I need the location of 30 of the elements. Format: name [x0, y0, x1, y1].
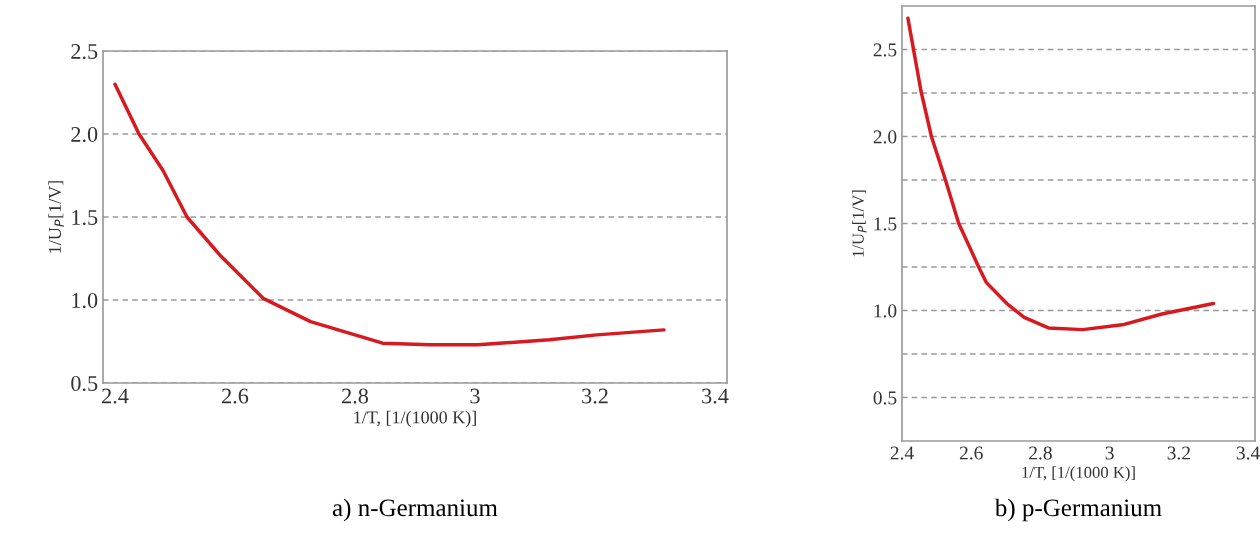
- y-tick-label: 2.0: [873, 130, 897, 144]
- x-tick-label: 3.4: [1236, 446, 1260, 460]
- x-tick-label: 3: [1105, 446, 1114, 460]
- y-axis-title: 1/U$_{P}$[1/V]: [852, 190, 867, 257]
- line-series: [906, 16, 1216, 332]
- x-tick-label: 2.8: [342, 388, 369, 404]
- x-tick-label: 2.6: [222, 388, 249, 404]
- y-tick-label: 2.5: [873, 43, 897, 57]
- line-series: [113, 82, 666, 347]
- x-tick-label: 3.4: [702, 388, 729, 404]
- text: a) n-Germanium: [332, 498, 498, 522]
- x-tick-label: 2.8: [1029, 446, 1052, 460]
- y-tick-label: 1.0: [874, 304, 897, 318]
- y-axis-title: 1/U$_{P}$[1/V]: [48, 181, 64, 253]
- y-tick-label: 0.5: [873, 391, 897, 405]
- y-tick-label: 1.5: [72, 210, 98, 226]
- y-tick-label: 1.0: [72, 292, 98, 309]
- x-tick-label: 2.4: [102, 388, 129, 404]
- y-tick-label: 0.5: [71, 375, 98, 392]
- y-tick-label: 1.5: [874, 217, 897, 231]
- text: b) p-Germanium: [994, 498, 1162, 522]
- x-tick-label: 3.2: [582, 388, 608, 404]
- x-axis-title: 1/T, [1/(1000 K)]: [1022, 466, 1135, 482]
- x-tick-label: 2.4: [890, 446, 914, 460]
- x-tick-label: 3: [470, 388, 480, 404]
- y-tick-label: 2.5: [71, 43, 98, 60]
- x-axis-title: 1/T, [1/(1000 K)]: [354, 410, 476, 428]
- y-tick-label: 2.0: [71, 126, 98, 143]
- x-tick-label: 3.2: [1167, 446, 1190, 460]
- x-tick-label: 2.6: [959, 446, 983, 460]
